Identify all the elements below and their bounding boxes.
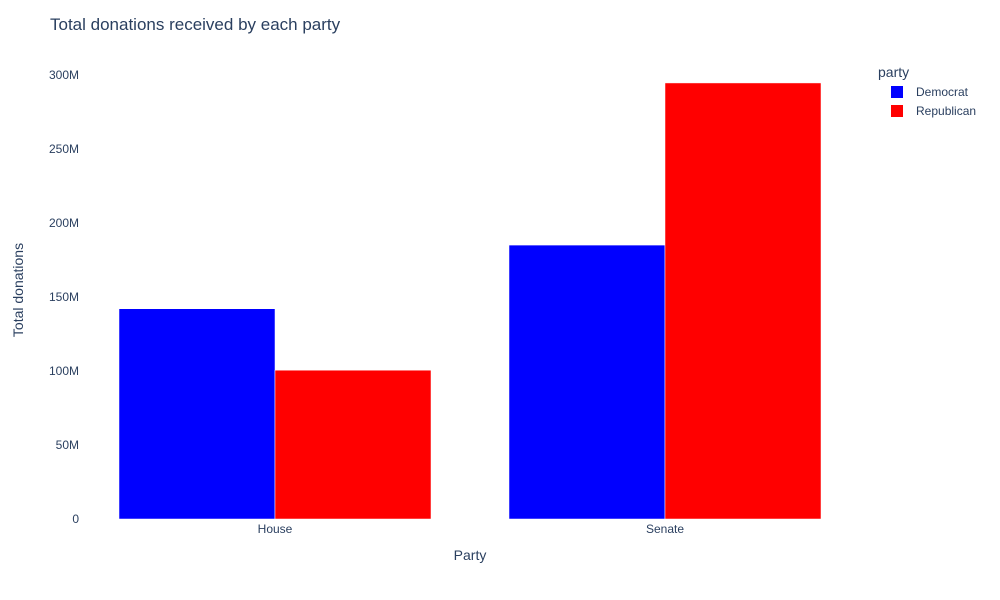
x-axis-ticks: House Senate: [258, 522, 685, 536]
y-tick-label: 100M: [49, 364, 79, 378]
y-tick-label: 0: [72, 512, 79, 526]
x-axis-title: Party: [454, 547, 487, 563]
y-tick-label: 300M: [49, 68, 79, 82]
x-tick-label: House: [258, 522, 293, 536]
y-axis-title: Total donations: [10, 243, 26, 337]
y-axis-ticks: 0 50M 100M 150M 200M 250M 300M: [49, 68, 79, 526]
legend-swatch-democrat[interactable]: [891, 86, 903, 98]
legend-swatch-republican[interactable]: [891, 105, 903, 117]
legend-label-democrat[interactable]: Democrat: [916, 85, 969, 99]
y-tick-label: 150M: [49, 290, 79, 304]
legend-label-republican[interactable]: Republican: [916, 104, 976, 118]
y-tick-label: 250M: [49, 142, 79, 156]
y-tick-label: 50M: [56, 438, 79, 452]
legend: party Democrat Republican: [878, 64, 976, 118]
bar-democrat-senate: [508, 244, 666, 520]
bar-republican-senate: [664, 82, 822, 520]
chart-title: Total donations received by each party: [50, 15, 341, 34]
y-tick-label: 200M: [49, 216, 79, 230]
bars-group: [118, 82, 822, 520]
x-tick-label: Senate: [646, 522, 684, 536]
bar-republican-house: [274, 369, 432, 520]
bar-democrat-house: [118, 308, 276, 520]
legend-title: party: [878, 64, 909, 80]
plot-area: 0 50M 100M 150M 200M 250M 300M House Senate: [49, 68, 822, 536]
legend-items: Democrat Republican: [891, 85, 976, 118]
